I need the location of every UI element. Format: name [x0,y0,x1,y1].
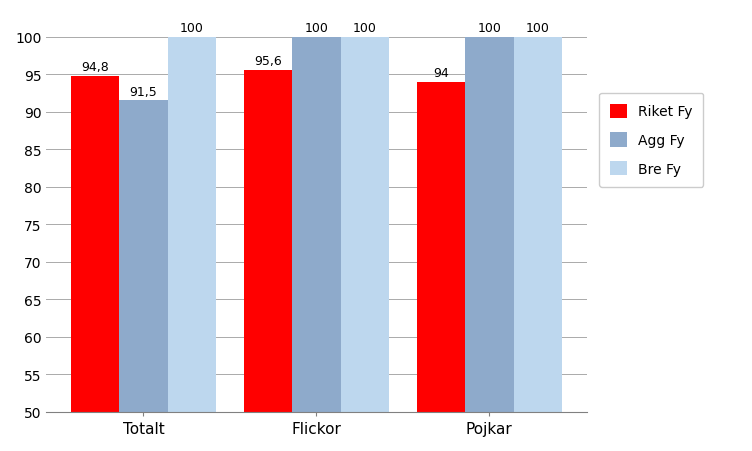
Legend: Riket Fy, Agg Fy, Bre Fy: Riket Fy, Agg Fy, Bre Fy [599,93,703,188]
Text: 100: 100 [526,22,550,35]
Text: 95,6: 95,6 [254,55,282,68]
Bar [168,37,216,451]
Bar [244,70,293,451]
Bar [417,83,465,451]
Text: 100: 100 [478,22,502,35]
Bar [341,37,389,451]
Bar [293,37,341,451]
Bar [514,37,562,451]
Text: 94: 94 [433,67,449,80]
Text: 100: 100 [353,22,377,35]
Bar [120,101,168,451]
Text: 91,5: 91,5 [129,86,157,99]
Bar [465,37,514,451]
Text: 100: 100 [180,22,204,35]
Text: 94,8: 94,8 [81,61,109,74]
Bar [71,76,120,451]
Text: 100: 100 [305,22,329,35]
